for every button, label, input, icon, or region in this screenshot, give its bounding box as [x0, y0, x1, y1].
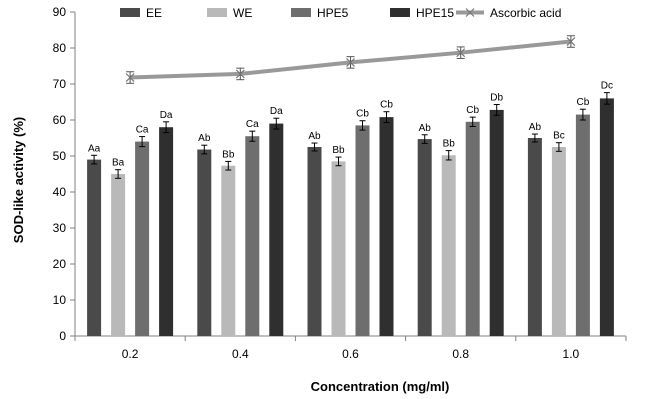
legend-item: HPE15: [390, 6, 454, 20]
bar: [331, 161, 346, 336]
chart-legend: EE WE HPE5 HPE15 Ascorbic acid: [120, 6, 561, 20]
x-tick-label: 0.8: [452, 347, 469, 361]
x-tick-label: 1.0: [563, 347, 580, 361]
legend-swatch: [390, 8, 410, 17]
legend-item: WE: [207, 6, 252, 20]
y-tick-label: 60: [53, 113, 67, 127]
bar: [111, 174, 126, 336]
bar-data-label: Da: [160, 110, 173, 121]
y-tick-label: 0: [59, 329, 66, 343]
bar: [307, 147, 322, 336]
legend-label: WE: [233, 6, 252, 20]
bar-data-label: Cb: [466, 105, 479, 116]
legend-marker: [465, 8, 475, 17]
bar: [355, 125, 370, 337]
bar: [159, 127, 174, 336]
line-point: [566, 37, 576, 46]
bar: [551, 147, 566, 336]
bar-data-label: Bc: [553, 131, 565, 142]
legend-swatch: [120, 8, 140, 17]
legend-item: HPE5: [291, 6, 349, 20]
bar: [465, 121, 480, 336]
bar: [441, 155, 456, 336]
bar: [245, 136, 260, 336]
y-tick-label: 20: [53, 257, 67, 271]
bar: [379, 117, 394, 337]
line-point: [456, 48, 466, 58]
bar: [197, 149, 212, 336]
bar: [575, 114, 590, 336]
x-axis-label: Concentration (mg/ml): [311, 379, 450, 394]
legend-item: Ascorbic acid: [456, 6, 561, 20]
bar-data-label: Ab: [308, 131, 321, 142]
line-point: [346, 57, 355, 67]
bar-data-label: Ca: [246, 119, 259, 130]
line-point: [125, 73, 135, 82]
bar-data-label: Bb: [332, 145, 345, 156]
bar-data-label: Ba: [112, 158, 125, 169]
y-tick-label: 50: [53, 149, 67, 163]
legend-label: Ascorbic acid: [490, 6, 561, 20]
bar-data-label: Cb: [577, 97, 590, 108]
y-tick-label: 70: [53, 77, 67, 91]
legend-item: EE: [120, 6, 162, 20]
y-tick-label: 10: [53, 293, 67, 307]
bar: [135, 141, 150, 336]
legend-label: HPE5: [317, 6, 349, 20]
x-tick-label: 0.6: [342, 347, 359, 361]
y-tick-label: 90: [53, 5, 67, 19]
bar: [269, 123, 284, 336]
bar-data-label: Da: [270, 106, 283, 117]
bar-data-label: Ca: [136, 125, 149, 136]
y-tick-label: 80: [53, 41, 67, 55]
legend-label: HPE15: [416, 6, 454, 20]
ascorbic-acid-line: [125, 35, 576, 84]
line-point: [235, 69, 245, 79]
bar-data-label: Ab: [529, 122, 542, 133]
bar-data-label: Aa: [88, 143, 101, 154]
bar: [221, 165, 236, 336]
y-tick-label: 30: [53, 221, 67, 235]
x-axis: 0.2 0.4 0.6 0.8 1.0: [74, 335, 627, 361]
y-axis: 0 10 20 30 40 50 60 70 80 90: [53, 5, 76, 343]
bar: [87, 159, 102, 336]
bar: [417, 139, 432, 336]
bar: [527, 138, 542, 336]
legend-swatch: [291, 8, 311, 17]
bar: [599, 98, 614, 337]
bar-data-label: Bb: [443, 139, 456, 150]
x-tick-label: 0.4: [232, 347, 249, 361]
bar-data-label: Bb: [222, 149, 235, 160]
bar-group: Aa Ab Ab Ab Ab Ba Bb Bb Bb Bc Ca Ca Cb Cb Cb Da Da Cb Db Dc: [87, 81, 614, 337]
legend-swatch: [207, 8, 227, 17]
bar-data-label: Db: [490, 93, 503, 104]
legend-label: EE: [146, 6, 162, 20]
bar-data-label: Cb: [356, 109, 369, 120]
y-tick-label: 40: [53, 185, 67, 199]
bar-data-label: Cb: [380, 100, 393, 111]
bar-data-label: Ab: [419, 123, 432, 134]
bar-data-label: Dc: [601, 81, 613, 92]
y-axis-label: SOD-like activity (%): [11, 117, 26, 243]
x-tick-label: 0.2: [122, 347, 139, 361]
bar: [489, 109, 504, 336]
bar-data-label: Ab: [198, 133, 211, 144]
